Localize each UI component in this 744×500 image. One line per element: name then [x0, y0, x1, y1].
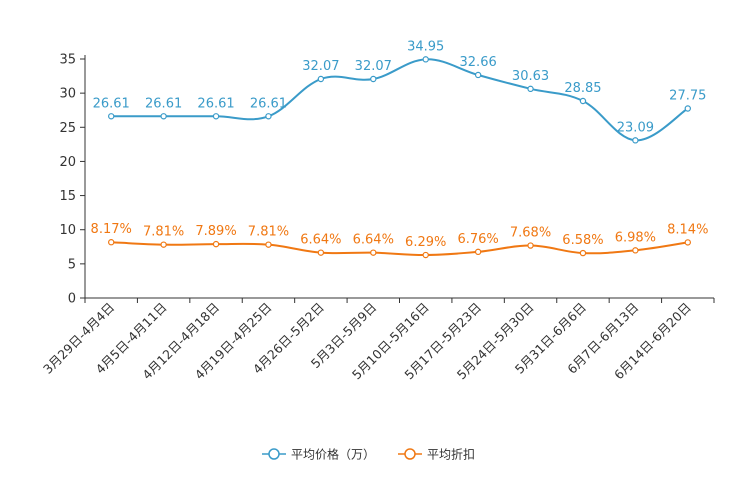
price-data-label: 23.09 — [617, 120, 654, 135]
price-data-point — [160, 113, 167, 120]
discount-data-label: 6.29% — [405, 235, 446, 250]
discount-data-point — [265, 241, 272, 248]
discount-data-point — [684, 239, 691, 246]
discount-data-point — [108, 239, 115, 246]
price-data-point — [684, 105, 691, 112]
discount-data-point — [579, 249, 587, 257]
price-data-point — [108, 113, 115, 120]
legend-label: 平均价格（万） — [291, 447, 375, 462]
price-data-label: 28.85 — [564, 81, 601, 96]
discount-data-label: 6.76% — [457, 232, 498, 247]
discount-data-point — [370, 249, 377, 256]
price-data-label: 32.66 — [460, 55, 497, 70]
y-tick-label: 0 — [68, 292, 76, 307]
price-data-label: 26.61 — [145, 96, 182, 111]
discount-data-label: 6.58% — [562, 233, 603, 248]
y-tick-label: 15 — [59, 189, 76, 204]
discount-data-point — [474, 248, 482, 256]
series-lines — [108, 56, 691, 259]
price-data-label: 26.61 — [250, 96, 287, 111]
discount-data-label: 7.81% — [248, 225, 289, 240]
price-data-point — [265, 113, 272, 120]
price-data-point — [212, 113, 220, 120]
price-data-point — [579, 97, 587, 105]
legend[interactable]: 平均价格（万） 平均折扣 — [262, 447, 475, 462]
legend-item-discount[interactable]: 平均折扣 — [398, 447, 475, 462]
discount-data-point — [160, 241, 167, 248]
price-data-point — [632, 137, 639, 144]
y-tick-label: 5 — [68, 257, 76, 272]
discount-data-label: 7.81% — [143, 225, 184, 240]
price-data-label: 27.75 — [669, 89, 706, 104]
legend-swatch-marker — [268, 448, 280, 460]
discount-data-point — [527, 242, 534, 249]
y-tick-label: 20 — [59, 155, 76, 170]
y-tick-label: 30 — [59, 87, 76, 102]
legend-swatch-marker — [404, 448, 416, 460]
discount-data-label: 8.17% — [91, 222, 132, 237]
discount-data-label: 6.64% — [300, 233, 341, 248]
discount-data-label: 6.98% — [615, 230, 656, 245]
discount-data-label: 7.68% — [510, 226, 551, 241]
discount-data-label: 8.14% — [667, 222, 708, 237]
y-tick-label: 10 — [59, 223, 76, 238]
discount-data-point — [632, 247, 639, 254]
y-tick-label: 35 — [59, 53, 76, 68]
discount-data-point — [317, 249, 325, 256]
y-tick-label: 25 — [59, 121, 76, 136]
axes: 051015202530353月29日-4月4日4月5日-4月11日4月12日-… — [40, 53, 715, 382]
price-data-label: 26.61 — [93, 96, 130, 111]
price-data-label: 32.07 — [302, 59, 339, 74]
price-data-point — [422, 56, 429, 63]
discount-series-line — [111, 241, 688, 257]
data-labels: 26.61 26.61 26.61 26.61 32.07 32.07 34.95 32.66… — [91, 39, 709, 250]
discount-data-label: 6.64% — [353, 233, 394, 248]
discount-data-label: 7.89% — [195, 224, 236, 239]
price-data-point — [474, 71, 482, 79]
price-data-point — [370, 75, 377, 83]
price-data-point — [527, 85, 534, 93]
price-data-label: 34.95 — [407, 39, 444, 54]
price-data-label: 32.07 — [355, 59, 392, 74]
legend-label: 平均折扣 — [427, 447, 475, 462]
legend-item-price[interactable]: 平均价格（万） — [262, 447, 375, 462]
price-data-label: 30.63 — [512, 69, 549, 84]
discount-data-point — [422, 251, 429, 259]
price-data-point — [317, 75, 325, 83]
discount-data-point — [212, 240, 220, 248]
price-data-label: 26.61 — [197, 96, 234, 111]
